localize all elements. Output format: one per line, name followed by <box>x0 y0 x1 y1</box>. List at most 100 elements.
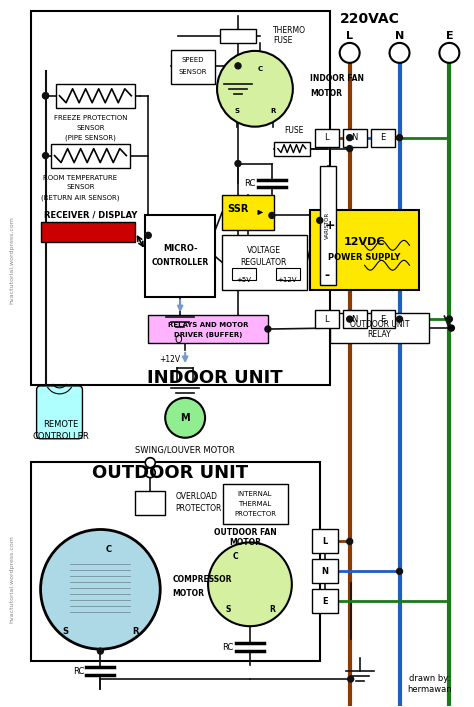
Text: MOTOR: MOTOR <box>310 89 342 98</box>
Bar <box>315 310 339 328</box>
Circle shape <box>447 316 452 322</box>
Bar <box>312 559 337 583</box>
Text: ROOM TEMPERATURE: ROOM TEMPERATURE <box>44 175 118 180</box>
Text: SPEED: SPEED <box>182 57 204 63</box>
Text: RELAY: RELAY <box>368 329 392 339</box>
Text: -: - <box>325 269 330 281</box>
Text: THERMAL: THERMAL <box>238 501 272 506</box>
Text: RELAYS AND MOTOR: RELAYS AND MOTOR <box>168 322 248 328</box>
Circle shape <box>235 160 241 167</box>
Text: E: E <box>446 31 453 41</box>
Text: S: S <box>225 604 231 614</box>
Text: +: + <box>325 219 336 232</box>
Circle shape <box>397 568 402 574</box>
Text: MICRO-: MICRO- <box>163 244 198 253</box>
Text: SSR: SSR <box>228 204 249 214</box>
Circle shape <box>217 51 293 127</box>
Text: M: M <box>180 413 190 423</box>
Circle shape <box>439 43 459 63</box>
Text: OUTDOOR UNIT: OUTDOOR UNIT <box>350 320 410 329</box>
Circle shape <box>235 63 241 69</box>
Text: SENSOR: SENSOR <box>76 124 105 131</box>
Bar <box>330 313 429 343</box>
Circle shape <box>43 153 48 158</box>
Text: (PIPE SENSOR): (PIPE SENSOR) <box>65 134 116 141</box>
Text: OVERLOAD: OVERLOAD <box>175 492 217 501</box>
Circle shape <box>448 325 455 331</box>
Text: RC: RC <box>244 179 255 188</box>
Circle shape <box>390 43 410 63</box>
Circle shape <box>346 134 353 141</box>
Text: O: O <box>174 335 182 345</box>
Circle shape <box>43 93 48 99</box>
Text: INTERNAL: INTERNAL <box>237 491 272 496</box>
Text: C: C <box>257 66 263 72</box>
Text: VOLTAGE: VOLTAGE <box>247 246 281 255</box>
Text: +12V: +12V <box>277 277 297 284</box>
Text: 220VAC: 220VAC <box>340 12 400 26</box>
Bar <box>371 310 394 328</box>
Text: E: E <box>380 133 385 142</box>
Text: CONTROLLER: CONTROLLER <box>32 432 89 441</box>
Text: L: L <box>346 31 353 41</box>
Bar <box>55 84 135 107</box>
Bar <box>145 216 215 297</box>
Text: MOTOR: MOTOR <box>229 538 261 547</box>
Text: 12VDC: 12VDC <box>344 238 385 247</box>
Circle shape <box>397 316 402 322</box>
Text: POWER SUPPLY: POWER SUPPLY <box>328 253 401 262</box>
Circle shape <box>43 93 48 99</box>
Circle shape <box>340 43 360 63</box>
Text: INDOOR UNIT: INDOOR UNIT <box>147 369 283 387</box>
Text: hvactutorial.wordpress.com: hvactutorial.wordpress.com <box>9 535 14 624</box>
Text: REMOTE: REMOTE <box>43 420 78 429</box>
Bar <box>220 29 256 43</box>
Text: SWING/LOUVER MOTOR: SWING/LOUVER MOTOR <box>135 445 235 454</box>
Circle shape <box>145 233 151 238</box>
Circle shape <box>41 530 160 649</box>
Text: N: N <box>351 133 358 142</box>
Circle shape <box>265 326 271 332</box>
Text: L: L <box>322 537 328 546</box>
Bar <box>171 50 215 84</box>
Text: N: N <box>321 567 328 576</box>
Text: S: S <box>235 107 239 114</box>
Circle shape <box>347 676 354 682</box>
Text: DRIVER (BUFFER): DRIVER (BUFFER) <box>174 332 242 338</box>
Text: +5V: +5V <box>237 277 252 284</box>
Text: +12V: +12V <box>160 356 181 365</box>
Text: RC: RC <box>73 667 84 676</box>
Text: L: L <box>324 315 329 324</box>
Bar <box>51 144 130 168</box>
Circle shape <box>145 457 155 467</box>
Circle shape <box>208 542 292 626</box>
Text: N: N <box>351 315 358 324</box>
Text: OUTDOOR FAN: OUTDOOR FAN <box>214 528 276 537</box>
Text: COMPRESSOR: COMPRESSOR <box>172 575 232 584</box>
Bar <box>222 235 307 290</box>
Circle shape <box>317 217 323 223</box>
Text: FUSE: FUSE <box>273 37 292 45</box>
Bar <box>371 129 394 146</box>
Text: FREEZE PROTECTION: FREEZE PROTECTION <box>54 115 127 121</box>
Bar <box>232 268 256 280</box>
Bar <box>343 310 366 328</box>
Text: CONTROLLER: CONTROLLER <box>152 258 209 267</box>
Text: INDOOR FAN: INDOOR FAN <box>310 74 364 83</box>
Text: E: E <box>322 597 328 606</box>
Circle shape <box>346 539 353 544</box>
Text: PROTECTOR: PROTECTOR <box>234 510 276 517</box>
Text: L: L <box>324 133 329 142</box>
Bar <box>320 165 336 285</box>
Circle shape <box>346 316 353 322</box>
Text: PROTECTOR: PROTECTOR <box>175 504 221 513</box>
Text: C: C <box>232 552 238 561</box>
Bar <box>148 315 268 343</box>
Text: SENSOR: SENSOR <box>66 185 95 190</box>
Text: N: N <box>395 31 404 41</box>
Circle shape <box>346 146 353 151</box>
Text: VARISTOR: VARISTOR <box>325 212 330 239</box>
Text: C: C <box>105 545 111 554</box>
Bar <box>276 268 300 280</box>
Bar <box>223 484 288 523</box>
